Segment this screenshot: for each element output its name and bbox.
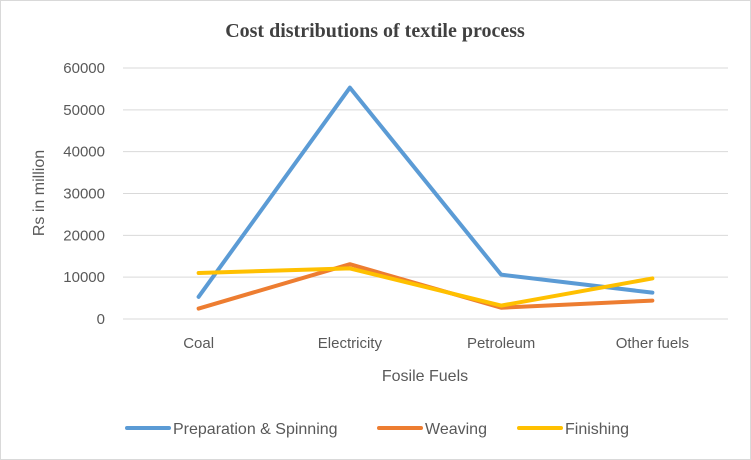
x-tick-label: Other fuels bbox=[616, 335, 689, 352]
x-tick-label: Coal bbox=[183, 335, 214, 352]
y-tick-label: 10000 bbox=[63, 269, 105, 286]
x-axis-title: Fosile Fuels bbox=[382, 368, 468, 385]
gridlines bbox=[123, 67, 728, 320]
x-tick-label: Electricity bbox=[318, 335, 383, 352]
y-tick-label: 60000 bbox=[63, 60, 105, 77]
y-axis-title: Rs in million bbox=[31, 150, 48, 236]
y-tick-label: 30000 bbox=[63, 186, 105, 203]
y-tick-label: 20000 bbox=[63, 227, 105, 244]
x-tick-labels: Coal Electricity Petroleum Other fuels bbox=[183, 335, 689, 352]
y-tick-labels: 0 10000 20000 30000 40000 50000 60000 bbox=[63, 60, 105, 328]
series-line-preparation-spinning bbox=[196, 85, 655, 299]
x-tick-label: Petroleum bbox=[467, 335, 535, 352]
y-tick-label: 0 bbox=[97, 311, 105, 328]
legend: Preparation & Spinning Weaving Finishing bbox=[125, 421, 629, 438]
legend-label-finishing: Finishing bbox=[565, 421, 629, 438]
legend-label-weaving: Weaving bbox=[425, 421, 487, 438]
series-line-finishing bbox=[196, 266, 655, 308]
chart-title: Cost distributions of textile process bbox=[225, 20, 525, 42]
y-tick-label: 40000 bbox=[63, 144, 105, 161]
y-tick-label: 50000 bbox=[63, 102, 105, 119]
series-lines bbox=[196, 85, 655, 311]
legend-label-preparation-spinning: Preparation & Spinning bbox=[173, 421, 338, 438]
